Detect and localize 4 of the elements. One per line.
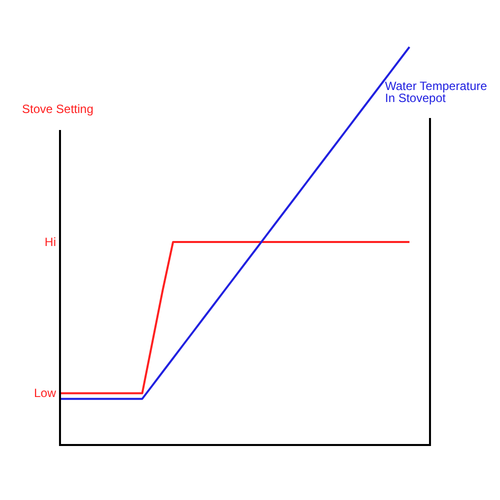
y-axis-title: Stove Setting xyxy=(22,102,94,116)
text: Low xyxy=(34,386,56,400)
text: Hi xyxy=(44,235,56,250)
series-label: Water Temperature In Stovepot xyxy=(385,79,488,105)
